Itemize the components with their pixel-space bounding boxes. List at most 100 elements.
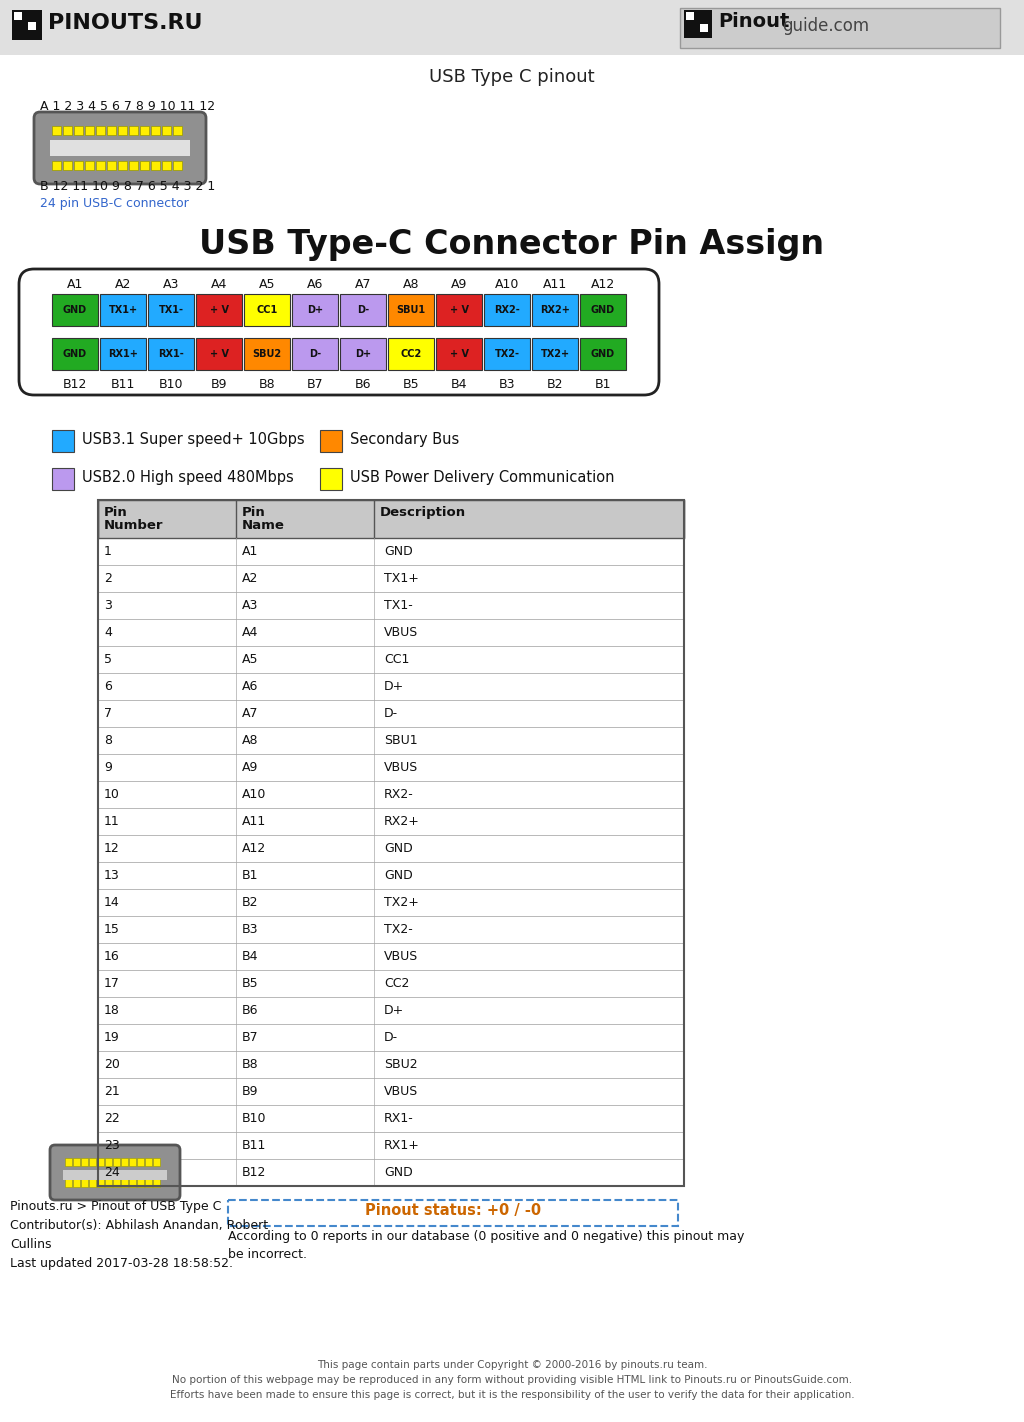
- Bar: [98, 781, 684, 808]
- Text: 23: 23: [104, 1139, 120, 1152]
- Text: VBUS: VBUS: [384, 950, 418, 963]
- Bar: [96, 127, 105, 135]
- Text: GND: GND: [591, 348, 615, 358]
- Bar: [340, 294, 386, 326]
- Text: B9: B9: [211, 378, 227, 391]
- Text: A11: A11: [242, 815, 266, 828]
- Text: GND: GND: [384, 869, 413, 882]
- Bar: [228, 1200, 678, 1226]
- Text: B2: B2: [547, 378, 563, 391]
- Bar: [98, 916, 684, 943]
- Text: 14: 14: [104, 896, 120, 909]
- FancyBboxPatch shape: [50, 1145, 180, 1200]
- Text: B7: B7: [242, 1031, 259, 1044]
- Text: 10: 10: [104, 788, 120, 801]
- Bar: [121, 1158, 128, 1166]
- Bar: [98, 538, 684, 565]
- Text: 7: 7: [104, 707, 112, 720]
- Text: B1: B1: [595, 378, 611, 391]
- Text: TX1-: TX1-: [159, 304, 183, 316]
- Text: 5: 5: [104, 653, 112, 665]
- Text: TX2-: TX2-: [495, 348, 519, 358]
- Text: GND: GND: [384, 1166, 413, 1179]
- Text: 8: 8: [104, 734, 112, 747]
- Bar: [89, 1158, 96, 1166]
- Bar: [98, 970, 684, 997]
- Text: 11: 11: [104, 815, 120, 828]
- Text: A2: A2: [115, 277, 131, 292]
- Text: B10: B10: [159, 378, 183, 391]
- Bar: [388, 338, 434, 370]
- Bar: [73, 1179, 80, 1187]
- Text: Description: Description: [380, 506, 466, 519]
- Text: Pinout: Pinout: [718, 11, 790, 31]
- Bar: [137, 1179, 144, 1187]
- Bar: [153, 1179, 160, 1187]
- Bar: [436, 338, 482, 370]
- Text: 16: 16: [104, 950, 120, 963]
- Bar: [81, 1179, 88, 1187]
- Bar: [63, 161, 72, 171]
- Bar: [121, 1179, 128, 1187]
- Text: 18: 18: [104, 1004, 120, 1017]
- Text: USB Type-C Connector Pin Assign: USB Type-C Connector Pin Assign: [200, 228, 824, 262]
- Text: D+: D+: [307, 304, 323, 316]
- Text: CC2: CC2: [400, 348, 422, 358]
- Text: 13: 13: [104, 869, 120, 882]
- Text: D+: D+: [384, 1004, 404, 1017]
- Text: B4: B4: [451, 378, 467, 391]
- Bar: [129, 1158, 136, 1166]
- Text: USB Power Delivery Communication: USB Power Delivery Communication: [350, 471, 614, 485]
- Text: TX2+: TX2+: [384, 896, 419, 909]
- Bar: [14, 11, 22, 20]
- Text: TX2-: TX2-: [384, 923, 413, 936]
- Bar: [145, 1158, 152, 1166]
- Text: RX1+: RX1+: [384, 1139, 420, 1152]
- Text: A4: A4: [242, 626, 258, 638]
- Text: Pin: Pin: [104, 506, 128, 519]
- Text: A12: A12: [242, 842, 266, 855]
- Text: RX1+: RX1+: [109, 348, 138, 358]
- Text: + V: + V: [210, 348, 228, 358]
- Text: A3: A3: [242, 599, 258, 611]
- Text: 15: 15: [104, 923, 120, 936]
- Text: A1: A1: [242, 545, 258, 557]
- Bar: [74, 127, 83, 135]
- Bar: [98, 754, 684, 781]
- Text: TX1+: TX1+: [109, 304, 137, 316]
- FancyBboxPatch shape: [19, 269, 659, 395]
- Bar: [162, 127, 171, 135]
- Text: USB2.0 High speed 480Mbps: USB2.0 High speed 480Mbps: [82, 471, 294, 485]
- Text: B11: B11: [111, 378, 135, 391]
- Text: This page contain parts under Copyright © 2000-2016 by pinouts.ru team.
No porti: This page contain parts under Copyright …: [170, 1359, 854, 1399]
- Text: 17: 17: [104, 977, 120, 990]
- Text: 12: 12: [104, 842, 120, 855]
- Bar: [96, 161, 105, 171]
- Text: GND: GND: [62, 348, 87, 358]
- Text: RX2-: RX2-: [495, 304, 520, 316]
- Bar: [244, 338, 290, 370]
- Text: A3: A3: [163, 277, 179, 292]
- Text: Pinout status: +0 / -0: Pinout status: +0 / -0: [365, 1203, 541, 1219]
- Text: A11: A11: [543, 277, 567, 292]
- Bar: [118, 127, 127, 135]
- Text: A10: A10: [495, 277, 519, 292]
- Text: A10: A10: [242, 788, 266, 801]
- Bar: [700, 24, 708, 33]
- Bar: [106, 127, 116, 135]
- Text: B6: B6: [354, 378, 372, 391]
- Text: SBU2: SBU2: [253, 348, 282, 358]
- Text: 1: 1: [104, 545, 112, 557]
- Bar: [85, 161, 94, 171]
- Bar: [436, 294, 482, 326]
- Text: PINOUTS.RU: PINOUTS.RU: [48, 13, 203, 33]
- Bar: [63, 127, 72, 135]
- Bar: [98, 808, 684, 835]
- Bar: [98, 501, 684, 538]
- Bar: [52, 127, 61, 135]
- Bar: [162, 161, 171, 171]
- Text: 4: 4: [104, 626, 112, 638]
- Bar: [52, 468, 74, 491]
- Text: Pinouts.ru > Pinout of USB Type C
Contributor(s): Abhilash Anandan, Robert
Culli: Pinouts.ru > Pinout of USB Type C Contri…: [10, 1200, 268, 1270]
- Text: A 1 2 3 4 5 6 7 8 9 10 11 12: A 1 2 3 4 5 6 7 8 9 10 11 12: [40, 100, 215, 112]
